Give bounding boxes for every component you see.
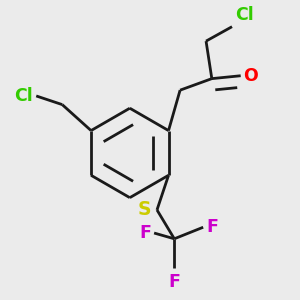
Text: F: F [206, 218, 218, 236]
Text: Cl: Cl [15, 87, 33, 105]
Text: F: F [139, 224, 151, 242]
Text: Cl: Cl [235, 6, 254, 24]
Text: S: S [138, 200, 151, 219]
Text: F: F [168, 273, 180, 291]
Text: O: O [244, 67, 258, 85]
